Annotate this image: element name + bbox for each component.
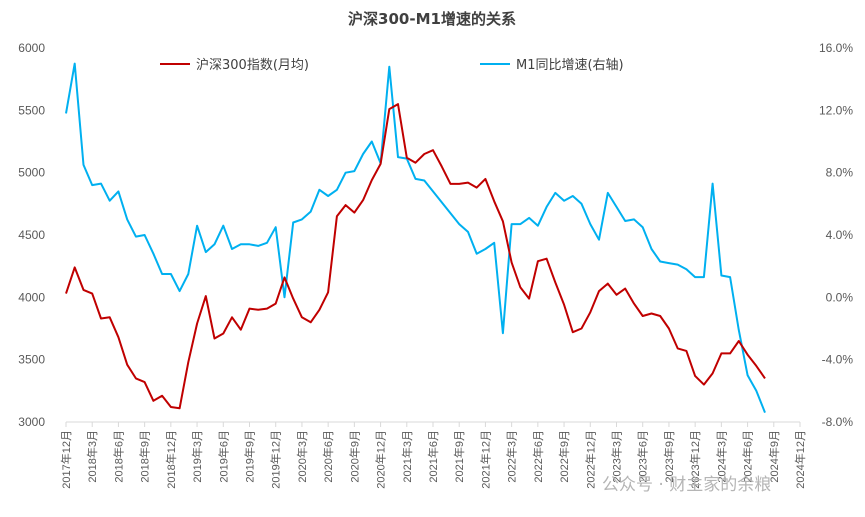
y-left-axis: 3000 3500 4000 4500 5000 5500 6000	[18, 41, 45, 429]
x-tick-label: 2019年9月	[243, 430, 257, 483]
y-right-tick-label: 16.0%	[819, 41, 853, 55]
series-layer	[65, 62, 766, 413]
legend: 沪深300指数(月均) M1同比增速(右轴)	[160, 57, 624, 73]
legend-label-m1: M1同比增速(右轴)	[516, 58, 624, 73]
y-left-tick-label: 5500	[18, 103, 45, 117]
y-right-axis: -8.0% -4.0% 0.0% 4.0% 8.0% 12.0% 16.0%	[819, 41, 853, 429]
x-tick-label: 2022年9月	[557, 430, 571, 483]
y-left-tick-label: 4500	[18, 228, 45, 242]
x-tick-label: 2024年12月	[793, 430, 807, 489]
legend-label-hs300: 沪深300指数(月均)	[196, 57, 309, 73]
y-left-tick-label: 3000	[18, 415, 45, 429]
x-tick-label: 2019年6月	[216, 430, 230, 483]
x-tick-label: 2024年9月	[767, 430, 781, 483]
x-tick-label: 2022年3月	[505, 430, 519, 483]
x-tick-label: 2017年12月	[59, 430, 73, 489]
x-tick-label: 2021年6月	[426, 430, 440, 483]
x-tick-label: 2018年9月	[138, 430, 152, 483]
y-left-tick-label: 3500	[18, 353, 45, 367]
x-tick-label: 2023年12月	[688, 430, 702, 489]
x-tick-label: 2022年12月	[583, 430, 597, 489]
x-tick-label: 2019年12月	[269, 430, 283, 489]
y-right-tick-label: 0.0%	[826, 290, 854, 304]
x-tick-label: 2024年6月	[741, 430, 755, 483]
series-line-m1	[65, 62, 766, 413]
watermark: 公众号 · 财主家的余粮	[602, 475, 771, 495]
x-tick-label: 2021年3月	[400, 430, 414, 483]
y-right-tick-label: 12.0%	[819, 103, 853, 117]
x-tick-label: 2020年12月	[374, 430, 388, 489]
x-tick-label: 2023年6月	[636, 430, 650, 483]
y-left-tick-label: 6000	[18, 41, 45, 55]
y-left-tick-label: 5000	[18, 166, 45, 180]
y-right-tick-label: 4.0%	[826, 228, 854, 242]
x-axis: 2017年12月 2018年3月 2018年6月 2018年9月 2018年12月 201…	[59, 422, 807, 489]
x-tick-label: 2020年9月	[347, 430, 361, 483]
x-tick-label: 2020年6月	[321, 430, 335, 483]
x-tick-label: 2019年3月	[190, 430, 204, 483]
x-tick-label: 2022年6月	[531, 430, 545, 483]
x-tick-label: 2018年3月	[85, 430, 99, 483]
x-tick-label: 2020年3月	[295, 430, 309, 483]
y-right-tick-label: -4.0%	[822, 353, 854, 367]
x-tick-label: 2021年9月	[452, 430, 466, 483]
x-tick-label: 2018年6月	[111, 430, 125, 483]
series-line-hs300	[65, 103, 766, 410]
x-tick-label: 2018年12月	[164, 430, 178, 489]
x-tick-label: 2021年12月	[478, 430, 492, 489]
y-left-tick-label: 4000	[18, 290, 45, 304]
x-tick-label: 2023年9月	[662, 430, 676, 483]
x-tick-label: 2024年3月	[714, 430, 728, 483]
y-right-tick-label: -8.0%	[822, 415, 854, 429]
chart-title: 沪深300-M1增速的关系	[348, 10, 516, 28]
y-right-tick-label: 8.0%	[826, 166, 854, 180]
x-tick-label: 2023年3月	[610, 430, 624, 483]
